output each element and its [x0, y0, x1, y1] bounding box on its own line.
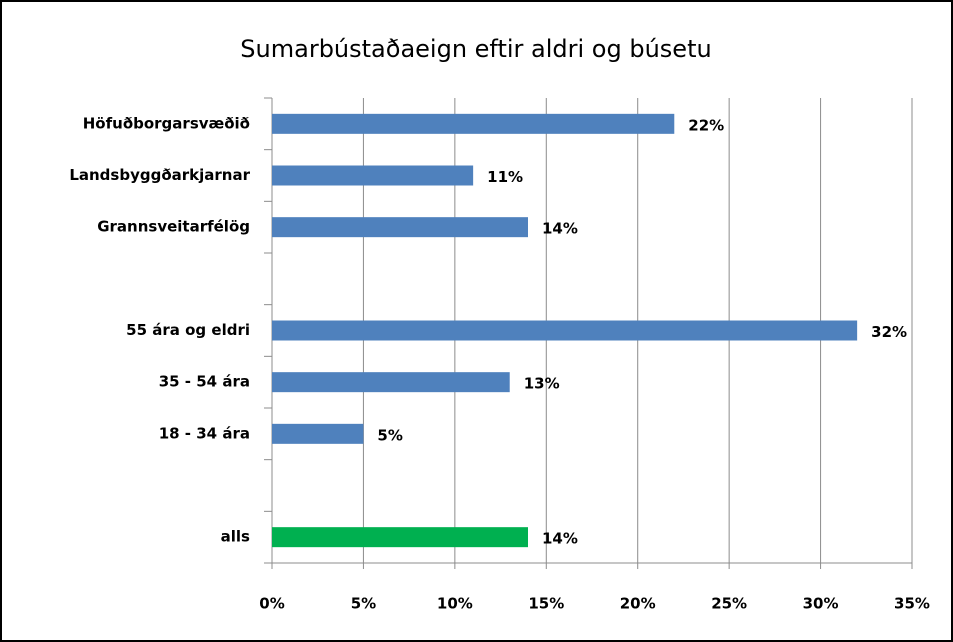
bar	[272, 423, 364, 444]
y-tick-label: alls	[221, 528, 250, 546]
y-tick-label: 55 ára og eldri	[126, 321, 250, 339]
value-label: 14%	[542, 220, 578, 238]
value-label: 14%	[542, 530, 578, 548]
x-tick-label: 5%	[351, 595, 376, 613]
x-tick-label: 15%	[528, 595, 564, 613]
value-label: 11%	[487, 168, 523, 186]
chart-title: Sumarbústaðaeign eftir aldri og búsetu	[240, 35, 711, 63]
bar	[272, 320, 858, 341]
x-tick-label: 0%	[259, 595, 284, 613]
value-label: 32%	[871, 323, 907, 341]
bar	[272, 527, 528, 548]
value-label: 13%	[524, 375, 560, 393]
bar	[272, 372, 510, 393]
x-tick-label: 30%	[803, 595, 839, 613]
y-tick-label: Höfuðborgarsvæðið	[83, 114, 250, 132]
bar	[272, 113, 675, 134]
y-tick-label: Grannsveitarfélög	[97, 218, 250, 236]
x-tick-label: 10%	[437, 595, 473, 613]
x-tick-label: 35%	[894, 595, 930, 613]
value-label: 5%	[377, 426, 402, 444]
value-label: 22%	[688, 116, 724, 134]
x-tick-label: 20%	[620, 595, 656, 613]
bar	[272, 217, 528, 238]
y-tick-label: Landsbyggðarkjarnar	[69, 166, 250, 184]
x-tick-label: 25%	[711, 595, 747, 613]
bar	[272, 165, 474, 186]
y-tick-label: 35 - 54 ára	[159, 373, 250, 391]
y-tick-label: 18 - 34 ára	[159, 424, 250, 442]
